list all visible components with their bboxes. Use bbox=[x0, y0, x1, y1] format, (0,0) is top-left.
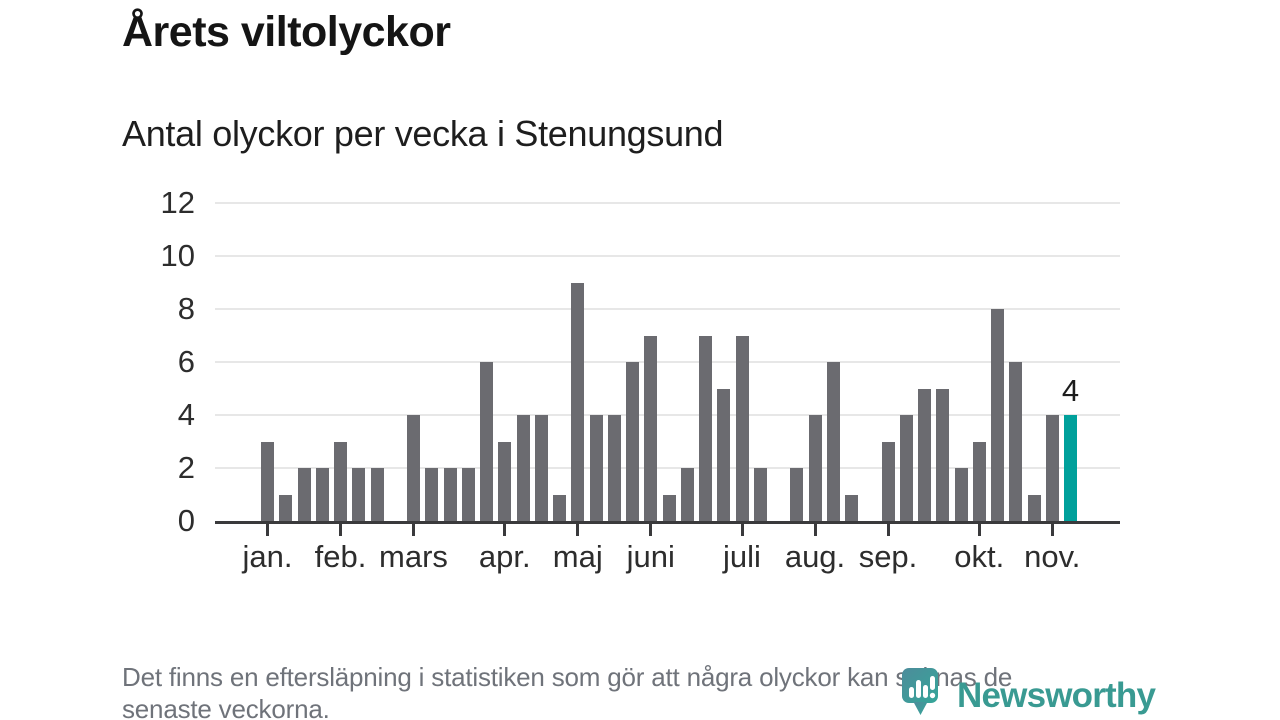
gridline-12 bbox=[215, 202, 1120, 204]
bar-week-42 bbox=[1009, 362, 1023, 521]
bar-week-2 bbox=[279, 494, 293, 521]
y-axis-label-10: 10 bbox=[160, 238, 195, 273]
bar-week-39 bbox=[954, 468, 968, 521]
x-axis-label-jan: jan. bbox=[242, 539, 293, 574]
footnote-line-2: senaste veckorna. bbox=[122, 694, 330, 720]
month-tick-mars bbox=[412, 521, 415, 536]
bar-week-45 bbox=[1064, 415, 1077, 521]
month-tick-aug bbox=[813, 521, 817, 536]
bar-week-43 bbox=[1027, 494, 1041, 521]
month-tick-okt bbox=[977, 521, 981, 536]
bar-week-6 bbox=[352, 468, 366, 521]
bar-week-5 bbox=[334, 441, 347, 521]
bar-week-17 bbox=[553, 494, 566, 521]
footnote-line-1: Det finns en eftersläpning i statistiken… bbox=[122, 662, 1013, 692]
bar-week-40 bbox=[972, 441, 986, 521]
x-axis-label-juli: juli bbox=[723, 539, 761, 574]
bar-week-3 bbox=[297, 468, 311, 521]
x-axis-label-aug: aug. bbox=[784, 539, 846, 574]
chart-subtitle: Antal olyckor per vecka i Stenungsund bbox=[122, 113, 724, 154]
y-axis-label-2: 2 bbox=[177, 450, 195, 485]
bar-week-1 bbox=[261, 441, 274, 521]
month-tick-nov bbox=[1050, 521, 1054, 536]
x-axis-label-maj: maj bbox=[552, 539, 603, 574]
bar-week-30 bbox=[790, 468, 804, 521]
plot-area: 0 2 4 6 8 10 12 jan. feb. mars apr. maj juni juli aug.… bbox=[161, 185, 1120, 574]
x-axis-label-mars: mars bbox=[379, 539, 448, 574]
y-axis-label-8: 8 bbox=[177, 291, 195, 326]
bar-week-14 bbox=[498, 441, 512, 521]
bar-week-10 bbox=[425, 468, 439, 521]
gridline-4 bbox=[215, 414, 1120, 416]
bar-week-13 bbox=[480, 362, 493, 521]
month-tick-maj bbox=[576, 521, 580, 536]
bar-week-25 bbox=[699, 335, 712, 521]
y-axis-label-6: 6 bbox=[177, 344, 195, 379]
bar-week-11 bbox=[443, 468, 457, 521]
bar-week-41 bbox=[991, 309, 1004, 521]
bar-week-37 bbox=[918, 388, 931, 521]
bar-week-28 bbox=[753, 468, 767, 521]
bar-week-15 bbox=[516, 415, 530, 521]
x-axis-label-apr: apr. bbox=[478, 539, 531, 574]
bar-week-26 bbox=[717, 388, 731, 521]
gridline-6 bbox=[215, 361, 1120, 363]
x-axis-label-nov: nov. bbox=[1024, 539, 1081, 574]
gridline-8 bbox=[215, 308, 1120, 310]
month-tick-juni bbox=[649, 521, 653, 536]
bar-week-44 bbox=[1045, 415, 1059, 521]
month-tick-jan bbox=[266, 521, 269, 536]
bar-week-22 bbox=[644, 335, 658, 521]
bar-week-32 bbox=[826, 362, 840, 521]
gridline-2 bbox=[215, 467, 1120, 469]
month-tick-apr bbox=[503, 521, 507, 536]
bar-week-18 bbox=[571, 282, 585, 521]
bar-week-38 bbox=[936, 388, 950, 521]
newsworthy-wordmark: Newsworthy bbox=[957, 676, 1156, 715]
chart-title: Årets viltolyckor bbox=[122, 8, 451, 56]
bar-week-33 bbox=[845, 494, 858, 521]
month-tick-feb bbox=[339, 521, 342, 536]
bar-week-7 bbox=[370, 468, 384, 521]
newsworthy-logo[interactable]: Newsworthy bbox=[901, 666, 1156, 716]
bar-week-31 bbox=[808, 415, 822, 521]
bar-week-12 bbox=[461, 468, 475, 521]
bar-week-21 bbox=[626, 362, 639, 521]
x-axis-label-okt: okt. bbox=[954, 539, 1005, 574]
bar-week-16 bbox=[534, 415, 548, 521]
x-axis-label-sep: sep. bbox=[858, 539, 918, 574]
footnote: Det finns en eftersläpning i statistiken… bbox=[122, 661, 1182, 720]
bar-week-4 bbox=[315, 468, 329, 521]
y-axis-label-12: 12 bbox=[160, 185, 195, 220]
x-axis-label-feb: feb. bbox=[314, 539, 367, 574]
bar-week-27 bbox=[735, 335, 749, 521]
month-tick-juli bbox=[740, 521, 744, 536]
bar-week-35 bbox=[881, 441, 895, 521]
bar-week-36 bbox=[899, 415, 913, 521]
newsworthy-pin-icon bbox=[902, 668, 938, 715]
bar-week-24 bbox=[680, 468, 694, 521]
month-tick-sep bbox=[886, 521, 890, 536]
y-axis-label-0: 0 bbox=[177, 503, 195, 538]
bar-week-19 bbox=[589, 415, 603, 521]
bar-value-label: 4 bbox=[1061, 373, 1080, 408]
x-axis-label-juni: juni bbox=[626, 539, 675, 574]
y-axis-label-4: 4 bbox=[177, 397, 195, 432]
bar-week-23 bbox=[662, 494, 676, 521]
gridline-10 bbox=[215, 255, 1120, 257]
bar-week-9 bbox=[407, 415, 420, 521]
bar-week-20 bbox=[607, 415, 621, 521]
